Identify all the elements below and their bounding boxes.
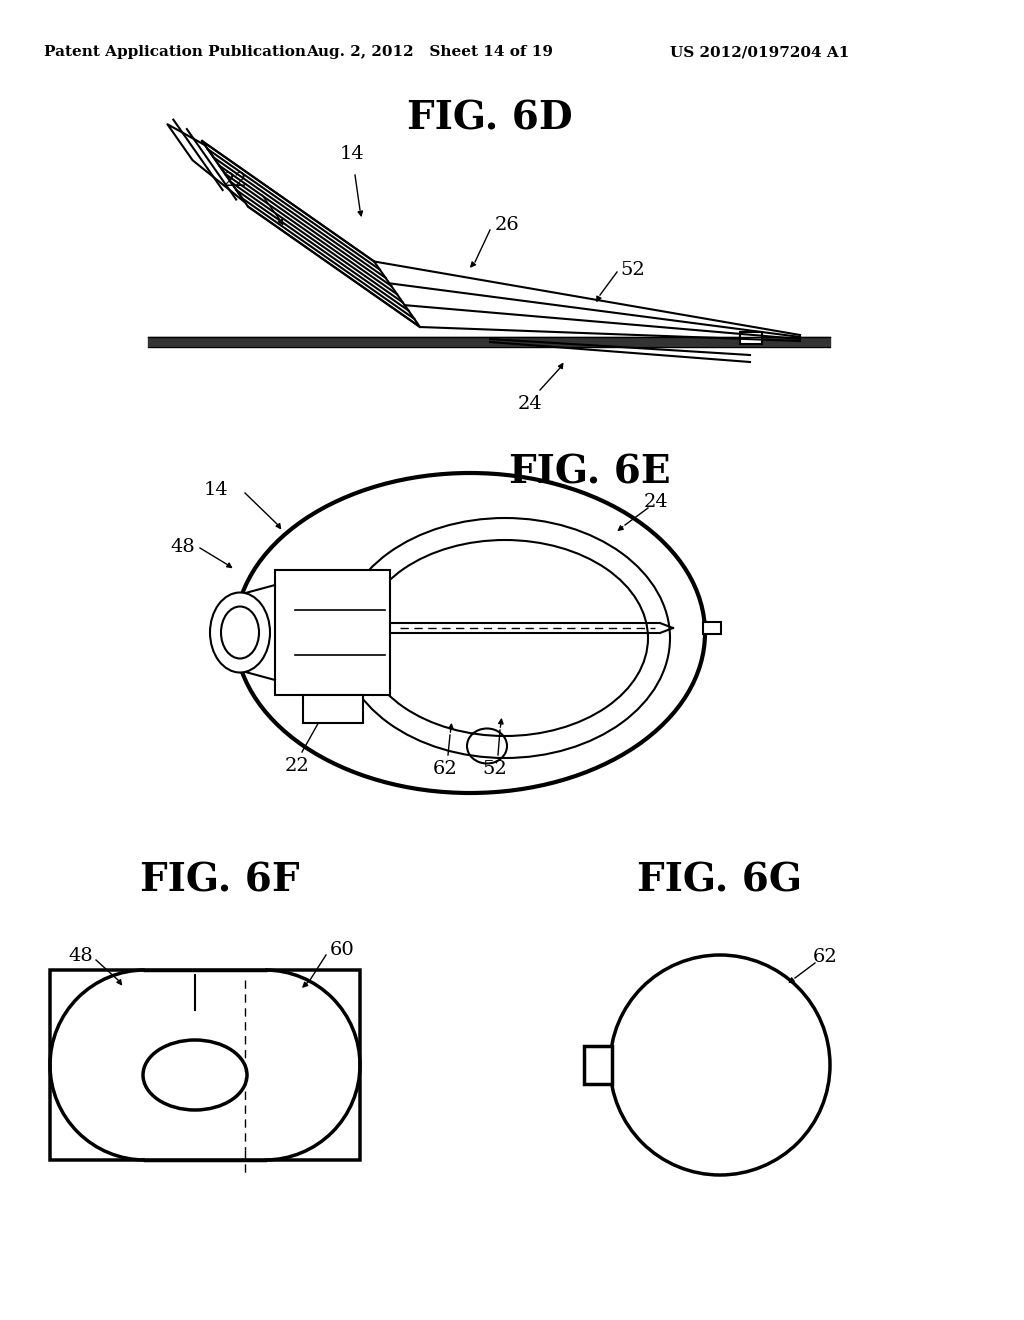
Text: 22: 22 bbox=[285, 756, 309, 775]
Text: 26: 26 bbox=[495, 216, 520, 234]
Text: 60: 60 bbox=[330, 941, 354, 960]
Text: 52: 52 bbox=[482, 760, 507, 777]
Text: 24: 24 bbox=[644, 492, 669, 511]
Bar bbox=[302, 696, 362, 723]
Text: FIG. 6E: FIG. 6E bbox=[509, 453, 671, 491]
Text: 14: 14 bbox=[203, 480, 228, 499]
Text: FIG. 6D: FIG. 6D bbox=[408, 99, 572, 137]
Text: 52: 52 bbox=[620, 261, 645, 279]
Ellipse shape bbox=[210, 593, 270, 672]
Bar bbox=[584, 1045, 612, 1084]
Text: FIG. 6F: FIG. 6F bbox=[140, 861, 300, 899]
Ellipse shape bbox=[221, 606, 259, 659]
Text: 22: 22 bbox=[222, 172, 247, 190]
Text: 48: 48 bbox=[69, 946, 93, 965]
Text: 62: 62 bbox=[432, 760, 458, 777]
Text: US 2012/0197204 A1: US 2012/0197204 A1 bbox=[671, 45, 850, 59]
Bar bbox=[703, 622, 721, 634]
Bar bbox=[275, 570, 390, 696]
Text: Patent Application Publication: Patent Application Publication bbox=[44, 45, 306, 59]
Text: 24: 24 bbox=[517, 395, 543, 413]
Text: 48: 48 bbox=[170, 539, 195, 556]
Text: FIG. 6G: FIG. 6G bbox=[637, 861, 803, 899]
Text: 14: 14 bbox=[340, 145, 365, 162]
Text: Aug. 2, 2012   Sheet 14 of 19: Aug. 2, 2012 Sheet 14 of 19 bbox=[306, 45, 554, 59]
Text: 62: 62 bbox=[813, 948, 838, 966]
Bar bbox=[740, 333, 762, 345]
